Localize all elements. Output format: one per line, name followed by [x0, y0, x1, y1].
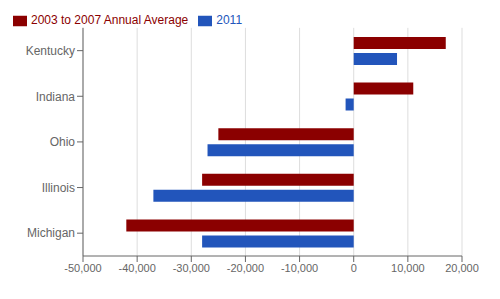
svg-text:-30,000: -30,000: [173, 262, 210, 274]
svg-text:20,000: 20,000: [445, 262, 479, 274]
svg-text:0: 0: [351, 262, 357, 274]
svg-text:Illinois: Illinois: [42, 181, 75, 195]
svg-text:-10,000: -10,000: [281, 262, 318, 274]
svg-text:Kentucky: Kentucky: [26, 44, 75, 58]
svg-text:-20,000: -20,000: [227, 262, 264, 274]
svg-text:Michigan: Michigan: [27, 226, 75, 240]
svg-text:-50,000: -50,000: [64, 262, 101, 274]
html-text:2003 to 2007 Annual Average: 2003 to 2007 Annual Average: [31, 13, 189, 27]
svg-text:Ohio: Ohio: [50, 135, 76, 149]
html-text:2011: 2011: [216, 13, 243, 27]
svg-text:10,000: 10,000: [391, 262, 425, 274]
svg-text:-40,000: -40,000: [118, 262, 155, 274]
svg-text:Indiana: Indiana: [36, 90, 76, 104]
